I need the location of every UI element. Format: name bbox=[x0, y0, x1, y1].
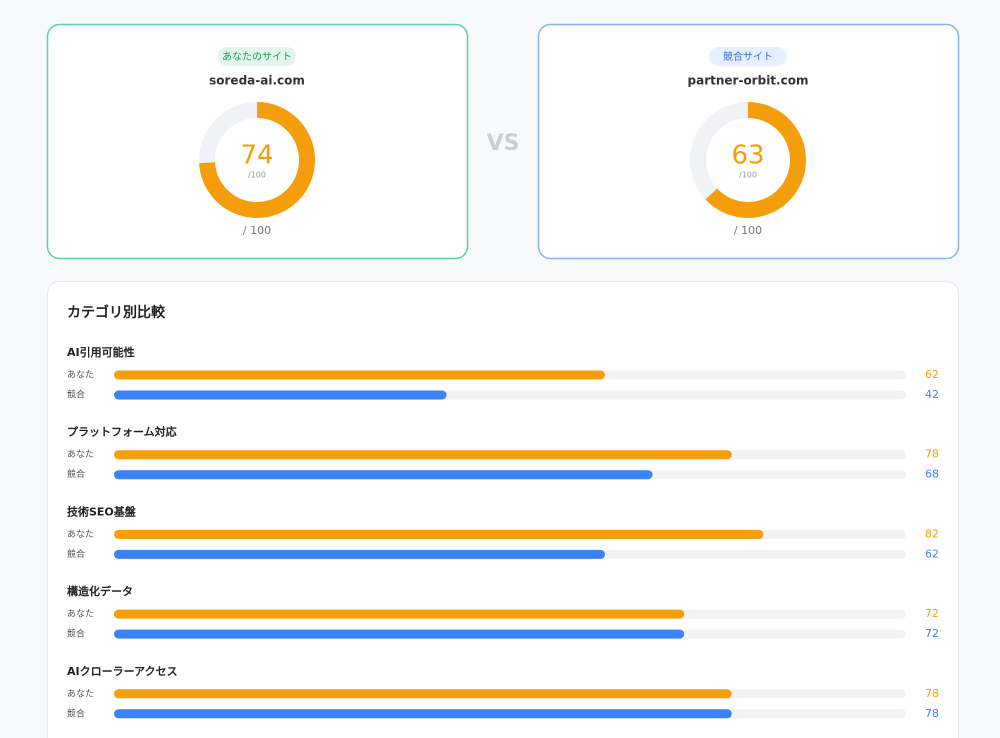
ring-label: /100 bbox=[739, 171, 757, 180]
score-max: / 100 bbox=[734, 224, 762, 237]
bar bbox=[114, 450, 732, 460]
category-name: 構造化データ bbox=[67, 584, 133, 598]
domain: soreda-ai.com bbox=[209, 74, 305, 88]
bar-value: 42 bbox=[925, 388, 939, 401]
bar bbox=[114, 709, 732, 719]
comparison-panel bbox=[47, 281, 959, 738]
ring-label: /100 bbox=[248, 171, 266, 180]
badge-label: 競合サイト bbox=[723, 50, 773, 63]
bar bbox=[114, 529, 764, 539]
row-label: あなた bbox=[67, 609, 94, 620]
bar bbox=[114, 390, 447, 400]
badge bbox=[709, 47, 787, 66]
badge-label: あなたのサイト bbox=[222, 51, 292, 63]
category-name: 技術SEO基盤 bbox=[67, 504, 137, 518]
category-name: プラットフォーム対応 bbox=[67, 425, 177, 439]
bar bbox=[114, 689, 732, 699]
row-label: あなた bbox=[67, 449, 94, 460]
bar bbox=[114, 470, 653, 480]
bar-value: 62 bbox=[925, 368, 939, 381]
row-label: あなた bbox=[67, 529, 94, 540]
bar bbox=[114, 370, 606, 380]
row-label: あなた bbox=[67, 370, 94, 381]
category-name: AI引用可能性 bbox=[67, 345, 135, 359]
row-label: 競合 bbox=[67, 389, 85, 401]
bar-value: 78 bbox=[925, 448, 939, 461]
row-label: 競合 bbox=[67, 548, 85, 560]
row-label: 競合 bbox=[67, 628, 85, 640]
row-label: あなた bbox=[67, 688, 94, 699]
bar-value: 72 bbox=[925, 607, 939, 620]
score-max: / 100 bbox=[243, 224, 271, 237]
your-site-card bbox=[46, 23, 469, 260]
bar bbox=[114, 629, 685, 639]
competitor-card bbox=[537, 23, 960, 260]
comparison-title: カテゴリ別比較 bbox=[67, 304, 166, 321]
badge bbox=[218, 47, 296, 66]
score: 63 bbox=[731, 141, 764, 171]
row-label: 競合 bbox=[67, 468, 85, 480]
domain: partner-orbit.com bbox=[688, 74, 809, 88]
bar-value: 78 bbox=[925, 687, 939, 700]
score-ring bbox=[199, 102, 315, 218]
bar-value: 62 bbox=[925, 547, 939, 560]
bar bbox=[114, 609, 685, 619]
vs-label: VS bbox=[487, 131, 520, 156]
bar-value: 78 bbox=[925, 707, 939, 720]
score: 74 bbox=[240, 141, 273, 171]
score-ring bbox=[690, 102, 806, 218]
category-name: AIクローラーアクセス bbox=[67, 665, 178, 678]
row-label: 競合 bbox=[67, 707, 85, 719]
bar-value: 68 bbox=[925, 468, 939, 481]
bar-value: 82 bbox=[925, 527, 939, 540]
bar bbox=[114, 549, 606, 559]
bar-value: 72 bbox=[925, 627, 939, 640]
